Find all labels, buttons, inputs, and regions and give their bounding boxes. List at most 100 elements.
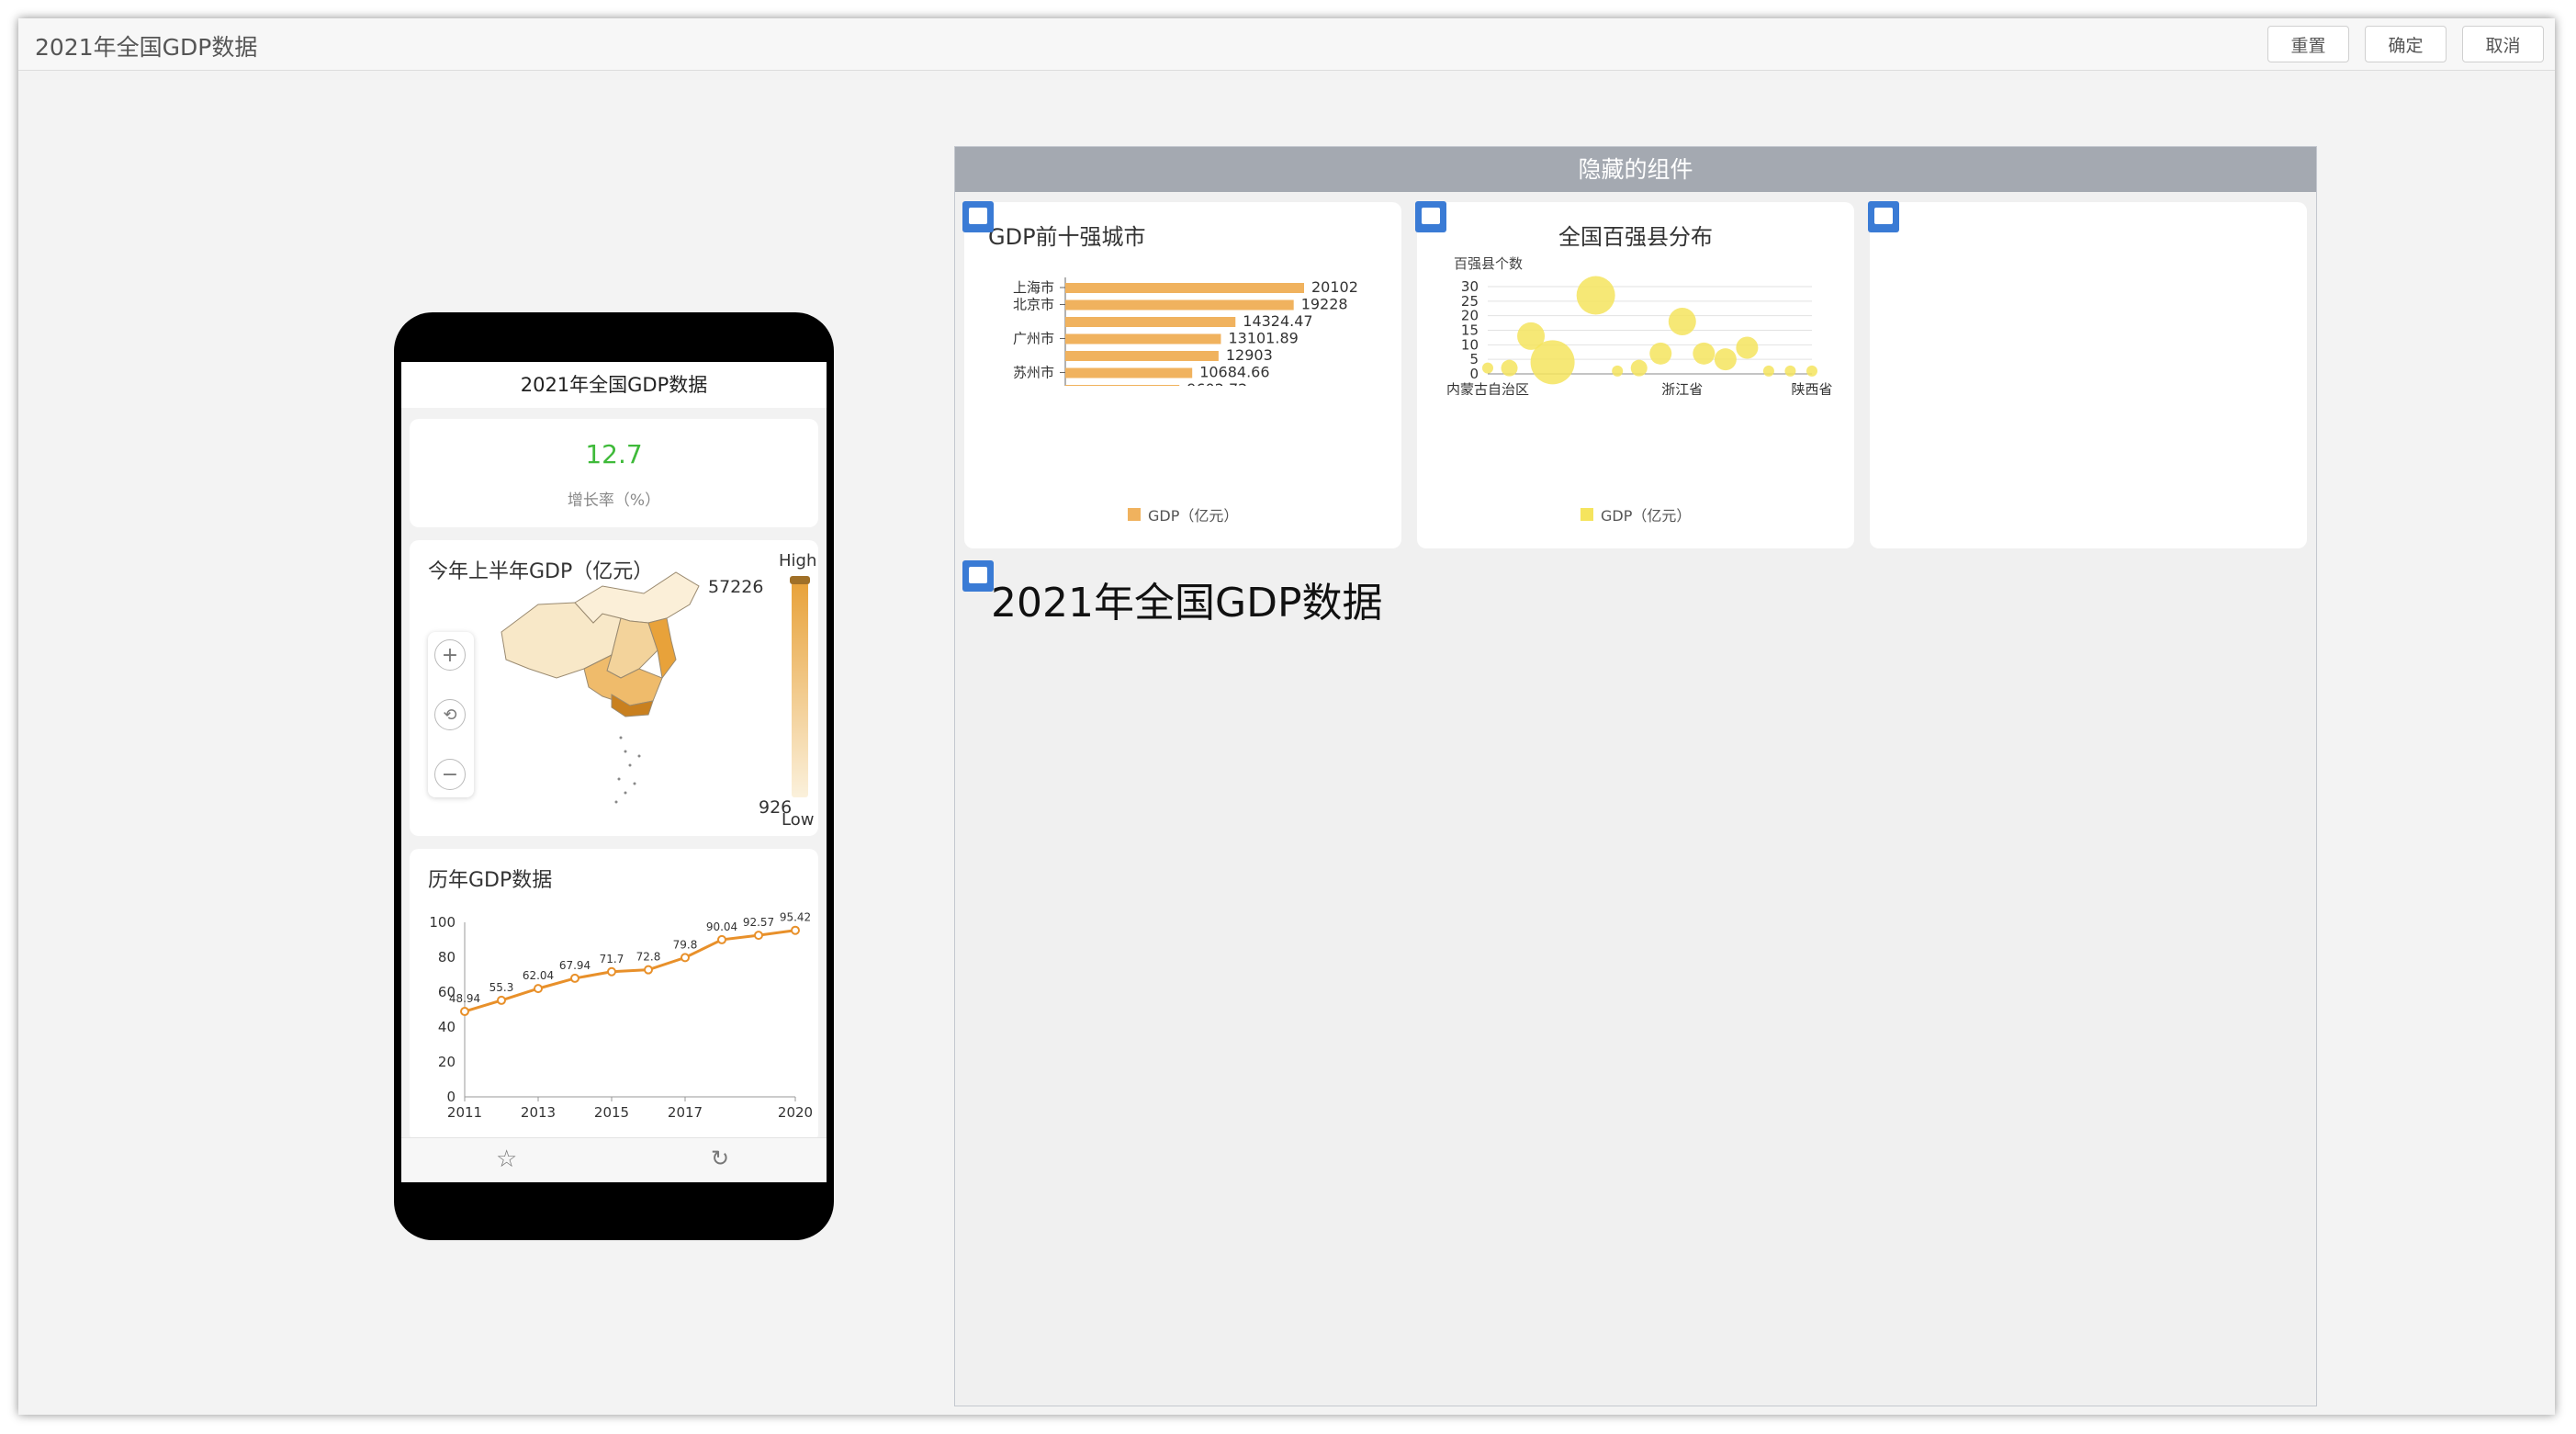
legend-low-label: Low — [782, 810, 815, 830]
data-label: 92.57 — [743, 916, 774, 929]
bubble — [1576, 276, 1615, 315]
category-label: 北京市 — [1013, 297, 1054, 313]
star-icon[interactable]: ☆ — [496, 1146, 518, 1173]
data-point — [791, 925, 800, 935]
bar-value-label: 9602.72 — [1187, 380, 1247, 386]
bubble — [1784, 365, 1796, 377]
data-label: 67.94 — [559, 959, 591, 972]
map-region-south — [583, 654, 663, 706]
phone-footer: ☆ ↻ — [401, 1137, 827, 1182]
kpi-card[interactable]: 12.7 增长率（%） — [410, 419, 818, 527]
reset-button[interactable]: 重置 — [2267, 26, 2349, 62]
bubble — [1668, 308, 1696, 335]
data-label: 62.04 — [523, 969, 554, 982]
bar-value-label: 13101.89 — [1228, 330, 1298, 347]
history-card[interactable]: 历年GDP数据 0 20 40 60 80 100 2011 2013 2015 2017 2020… — [410, 849, 818, 1143]
bar — [1065, 367, 1193, 378]
cancel-button[interactable]: 取消 — [2462, 26, 2544, 62]
widget-empty[interactable] — [1870, 202, 2307, 548]
x-tick-label: 内蒙古自治区 — [1446, 381, 1529, 395]
data-label: 48.94 — [449, 992, 480, 1005]
county-ylabel: 百强县个数 — [1454, 255, 1524, 272]
bubble — [1517, 322, 1546, 350]
county-title: 全国百强县分布 — [1558, 224, 1713, 250]
series-line — [464, 929, 796, 1013]
phone-page-title: 2021年全国GDP数据 — [401, 362, 827, 408]
widget2-checkbox[interactable] — [1415, 201, 1446, 232]
category-label: 上海市 — [1013, 279, 1054, 296]
top10-legend[interactable]: GDP（亿元） — [1128, 503, 1238, 525]
map-card[interactable]: 今年上半年GDP（亿元） + ⟲ — [410, 540, 818, 836]
bar — [1065, 351, 1219, 361]
reset-icon[interactable]: ⟲ — [434, 699, 466, 730]
y-tick-label: 5 — [1469, 351, 1479, 367]
bar-value-label: 10684.66 — [1199, 364, 1269, 381]
y-tick-label: 20 — [1461, 308, 1479, 324]
x-tick-label: 2015 — [594, 1104, 629, 1121]
map-title: 今年上半年GDP（亿元） — [428, 560, 654, 583]
data-label: 71.7 — [600, 953, 624, 965]
county-legend[interactable]: GDP（亿元） — [1580, 503, 1691, 525]
visual-map-handle[interactable] — [790, 576, 810, 584]
legend-high-label: High — [779, 551, 817, 570]
data-label: 55.3 — [489, 981, 514, 994]
y-tick-label: 15 — [1461, 322, 1479, 339]
refresh-icon[interactable]: ↻ — [711, 1146, 730, 1171]
data-point — [570, 973, 579, 983]
widget1-checkbox[interactable] — [962, 201, 994, 232]
y-tick-label: 0 — [1469, 366, 1479, 382]
widget-top10-cities[interactable]: GDP前十强城市 20102 上海市 19228 北京市 14324.47 13101.8… — [964, 202, 1401, 548]
title-bar: 2021年全国GDP数据 重置 确定 取消 — [18, 18, 2555, 71]
minus-icon[interactable]: − — [434, 759, 466, 790]
bubble — [1612, 365, 1624, 377]
x-tick-label: 2013 — [521, 1104, 556, 1121]
phone-preview: 2021年全国GDP数据 12.7 增长率（%） 今年上半年GDP（亿元） — [394, 312, 834, 1240]
bar-value-label: 12903 — [1226, 346, 1273, 364]
phone-screen: 2021年全国GDP数据 12.7 增长率（%） 今年上半年GDP（亿元） — [401, 362, 827, 1182]
data-point — [607, 966, 616, 977]
x-tick-label: 2011 — [447, 1104, 482, 1121]
bar — [1065, 385, 1180, 386]
china-map[interactable] — [483, 568, 722, 816]
kpi-label: 增长率（%） — [567, 491, 661, 510]
visual-map-gradient[interactable] — [790, 576, 810, 797]
x-tick-label: 浙江省 — [1661, 381, 1703, 395]
y-tick-label: 60 — [438, 984, 456, 1000]
panel-header: 隐藏的组件 — [955, 147, 2316, 192]
data-label: 95.42 — [780, 911, 811, 924]
top10-legend-label: GDP（亿元） — [1148, 507, 1239, 525]
bubble — [1762, 365, 1774, 377]
map-region-north — [574, 571, 700, 624]
data-point — [460, 1007, 469, 1017]
map-region-guangdong — [611, 694, 654, 717]
data-label: 79.8 — [673, 938, 698, 951]
data-label: 90.04 — [706, 920, 737, 933]
bubble — [1530, 340, 1575, 385]
bar — [1065, 299, 1294, 311]
window-title: 2021年全国GDP数据 — [35, 34, 258, 61]
bar-value-label: 14324.47 — [1243, 312, 1312, 330]
category-label: 广州市 — [1013, 331, 1054, 347]
history-line-chart[interactable]: 0 20 40 60 80 100 2011 2013 2015 2017 2020 48.94 55.… — [410, 904, 818, 1143]
bar — [1065, 283, 1304, 293]
bubble — [1630, 359, 1648, 377]
x-tick-label: 2017 — [668, 1104, 703, 1121]
widget4-checkbox[interactable] — [962, 560, 994, 592]
bubble — [1736, 336, 1759, 359]
kpi-value: 12.7 — [585, 439, 643, 469]
y-tick-label: 30 — [1461, 278, 1479, 295]
y-tick-label: 80 — [438, 949, 456, 965]
y-tick-label: 10 — [1461, 336, 1479, 353]
bubble — [1482, 362, 1493, 374]
widget3-checkbox[interactable] — [1868, 201, 1899, 232]
map-min-value: 926 — [759, 797, 793, 818]
top10-title: GDP前十强城市 — [988, 224, 1146, 250]
panel-title-text[interactable]: 2021年全国GDP数据 — [991, 580, 1383, 627]
bubble — [1806, 365, 1817, 377]
confirm-button[interactable]: 确定 — [2365, 26, 2447, 62]
data-label: 72.8 — [636, 951, 661, 964]
plus-icon[interactable]: + — [434, 639, 466, 671]
widget-county-distribution[interactable]: 全国百强县分布 百强县个数 0 5 10 15 20 25 30 内蒙古自治区 浙江省 陕西省 G… — [1417, 202, 1854, 548]
